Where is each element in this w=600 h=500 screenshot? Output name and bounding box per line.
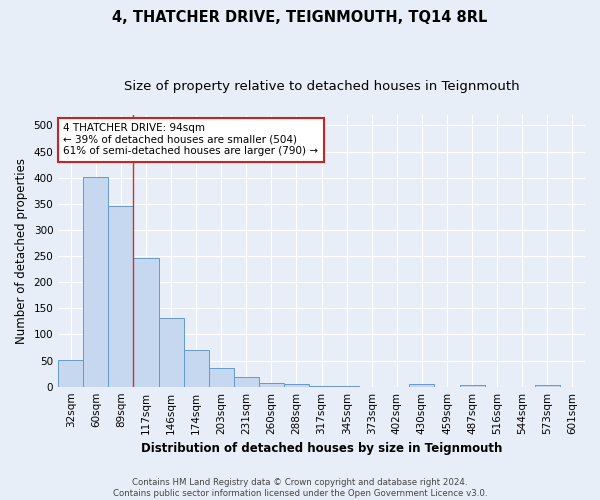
Bar bbox=[83, 177, 109, 386]
Text: 4, THATCHER DRIVE, TEIGNMOUTH, TQ14 8RL: 4, THATCHER DRIVE, TEIGNMOUTH, TQ14 8RL bbox=[112, 10, 488, 25]
Bar bbox=[109, 206, 133, 386]
Bar bbox=[209, 368, 234, 386]
Bar bbox=[409, 384, 434, 386]
Bar bbox=[259, 382, 284, 386]
Bar bbox=[460, 384, 485, 386]
Bar bbox=[535, 384, 560, 386]
Bar bbox=[58, 360, 83, 386]
Text: Contains HM Land Registry data © Crown copyright and database right 2024.
Contai: Contains HM Land Registry data © Crown c… bbox=[113, 478, 487, 498]
Bar bbox=[284, 384, 309, 386]
Bar bbox=[184, 350, 209, 387]
Bar bbox=[234, 378, 259, 386]
X-axis label: Distribution of detached houses by size in Teignmouth: Distribution of detached houses by size … bbox=[141, 442, 502, 455]
Title: Size of property relative to detached houses in Teignmouth: Size of property relative to detached ho… bbox=[124, 80, 520, 93]
Bar bbox=[133, 258, 158, 386]
Bar bbox=[158, 318, 184, 386]
Y-axis label: Number of detached properties: Number of detached properties bbox=[15, 158, 28, 344]
Text: 4 THATCHER DRIVE: 94sqm
← 39% of detached houses are smaller (504)
61% of semi-d: 4 THATCHER DRIVE: 94sqm ← 39% of detache… bbox=[64, 123, 319, 156]
